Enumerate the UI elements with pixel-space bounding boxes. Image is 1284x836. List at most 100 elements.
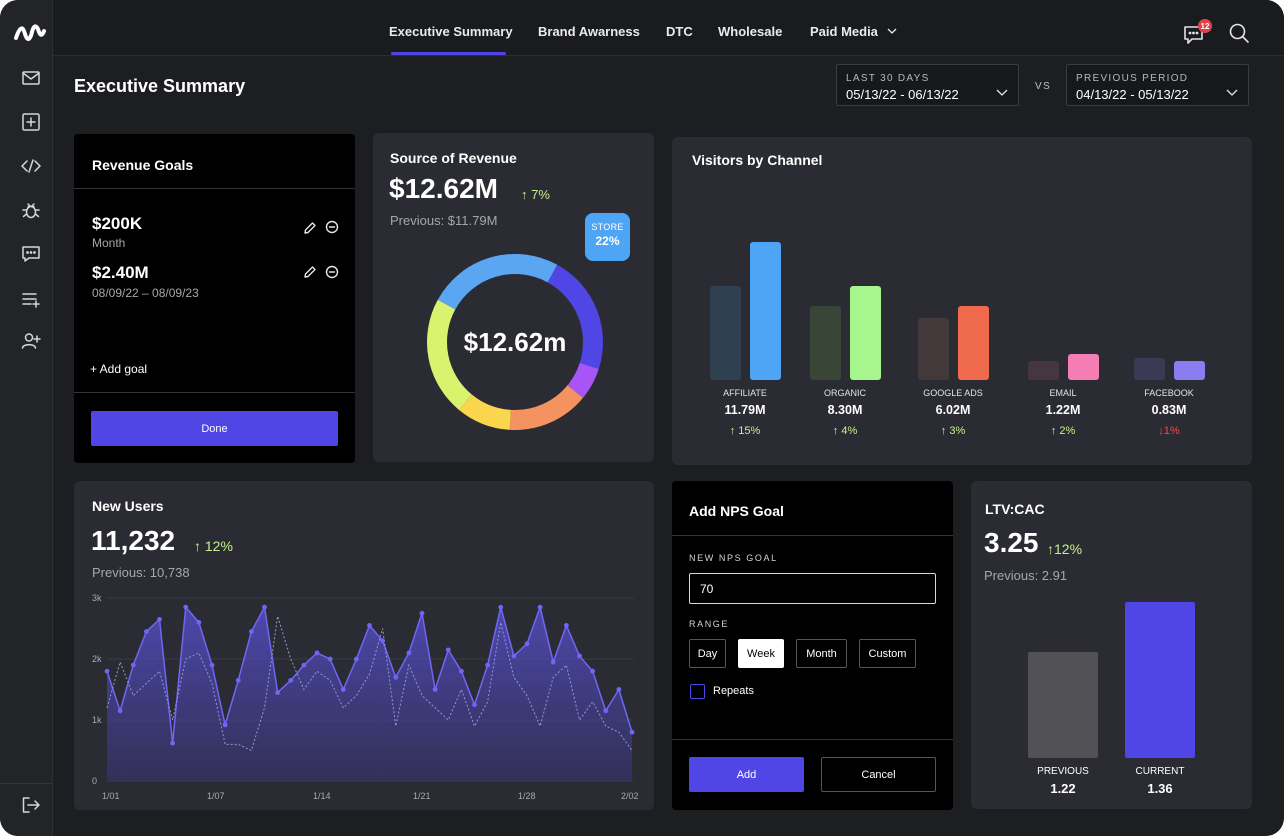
data-point[interactable] bbox=[590, 668, 596, 674]
search-icon[interactable] bbox=[1228, 22, 1250, 44]
chat-icon[interactable] bbox=[20, 243, 42, 265]
mail-icon[interactable] bbox=[20, 67, 42, 89]
cancel-button[interactable]: Cancel bbox=[821, 757, 936, 792]
channel-bar-previous[interactable] bbox=[710, 286, 741, 380]
donut-slice[interactable] bbox=[547, 264, 603, 369]
data-point[interactable] bbox=[485, 662, 491, 668]
done-button[interactable]: Done bbox=[91, 411, 338, 446]
edit-icon[interactable] bbox=[303, 221, 317, 235]
add-user-icon[interactable] bbox=[20, 330, 42, 352]
tab-dtc[interactable]: DTC bbox=[666, 24, 693, 39]
data-point[interactable] bbox=[380, 638, 386, 644]
data-point[interactable] bbox=[629, 729, 635, 735]
remove-icon[interactable] bbox=[325, 220, 339, 234]
data-point[interactable] bbox=[445, 647, 451, 653]
data-point[interactable] bbox=[393, 674, 399, 680]
data-point[interactable] bbox=[432, 687, 438, 692]
ltv-cac-bar[interactable] bbox=[1125, 602, 1195, 758]
remove-icon[interactable] bbox=[325, 265, 339, 279]
logout-icon[interactable] bbox=[20, 794, 42, 816]
data-point[interactable] bbox=[498, 604, 504, 610]
channel-bar-previous[interactable] bbox=[810, 306, 841, 380]
data-point[interactable] bbox=[104, 668, 110, 674]
channel-bar-current[interactable] bbox=[850, 286, 881, 380]
data-point[interactable] bbox=[117, 708, 123, 714]
data-point[interactable] bbox=[275, 690, 281, 695]
data-point[interactable] bbox=[419, 610, 425, 616]
data-point[interactable] bbox=[563, 623, 569, 628]
visitors-by-channel-card: Visitors by Channel AFFILIATE 11.79M ↑ 15%… bbox=[672, 137, 1252, 465]
current-range-value: 05/13/22 - 06/13/22 bbox=[846, 87, 959, 102]
donut-slice[interactable] bbox=[567, 362, 599, 398]
data-point[interactable] bbox=[288, 677, 294, 683]
data-point[interactable] bbox=[301, 662, 307, 668]
data-point[interactable] bbox=[248, 629, 254, 634]
data-point[interactable] bbox=[524, 641, 530, 647]
data-point[interactable] bbox=[367, 623, 372, 628]
previous-date-range-select[interactable]: PREVIOUS PERIOD 04/13/22 - 05/13/22 bbox=[1066, 64, 1249, 106]
donut-slice[interactable] bbox=[459, 394, 512, 430]
store-share-badge[interactable]: STORE 22% bbox=[585, 213, 630, 261]
data-point[interactable] bbox=[340, 687, 346, 692]
channel-bar-current[interactable] bbox=[958, 306, 989, 380]
divider bbox=[672, 739, 953, 740]
data-point[interactable] bbox=[353, 656, 359, 662]
channel-bar-current[interactable] bbox=[750, 242, 781, 380]
chevron-down-icon bbox=[1226, 89, 1238, 96]
data-point[interactable] bbox=[143, 629, 149, 634]
brand-logo-icon[interactable] bbox=[14, 22, 46, 42]
data-point[interactable] bbox=[262, 604, 267, 610]
add-square-icon[interactable] bbox=[20, 111, 42, 133]
data-point[interactable] bbox=[472, 702, 477, 708]
new-users-title: New Users bbox=[92, 498, 164, 514]
code-icon[interactable] bbox=[20, 155, 42, 177]
data-point[interactable] bbox=[616, 687, 622, 692]
donut-slice[interactable] bbox=[437, 254, 558, 310]
data-point[interactable] bbox=[577, 653, 582, 659]
channel-bar-previous[interactable] bbox=[1134, 358, 1165, 380]
data-point[interactable] bbox=[170, 740, 176, 746]
visitors-by-channel-title: Visitors by Channel bbox=[692, 152, 823, 168]
bug-icon[interactable] bbox=[20, 199, 42, 221]
range-custom-button[interactable]: Custom bbox=[859, 639, 916, 668]
revenue-goals-card: Revenue Goals $200K Month $2.40M 08/09/2… bbox=[74, 134, 355, 463]
add-goal-link[interactable]: + Add goal bbox=[90, 362, 148, 376]
ltv-cac-bar[interactable] bbox=[1028, 652, 1098, 758]
data-point[interactable] bbox=[130, 662, 136, 668]
range-week-button[interactable]: Week bbox=[738, 639, 784, 668]
data-point[interactable] bbox=[222, 722, 228, 728]
channel-bar-previous[interactable] bbox=[918, 318, 949, 380]
data-point[interactable] bbox=[550, 659, 556, 665]
channel-value: 1.22M bbox=[1045, 403, 1081, 417]
data-point[interactable] bbox=[235, 677, 241, 683]
data-point[interactable] bbox=[196, 620, 202, 625]
donut-slice[interactable] bbox=[509, 384, 583, 430]
range-day-button[interactable]: Day bbox=[689, 639, 726, 668]
data-point[interactable] bbox=[314, 650, 320, 656]
nps-goal-input[interactable] bbox=[689, 573, 936, 604]
tab-wholesale[interactable]: Wholesale bbox=[718, 24, 783, 39]
data-point[interactable] bbox=[603, 708, 609, 714]
channel-value: 0.83M bbox=[1151, 403, 1187, 417]
data-point[interactable] bbox=[406, 650, 412, 656]
repeats-checkbox[interactable] bbox=[690, 684, 705, 699]
range-month-button[interactable]: Month bbox=[796, 639, 847, 668]
edit-icon[interactable] bbox=[303, 265, 317, 279]
channel-bar-previous[interactable] bbox=[1028, 361, 1059, 380]
channel-bar-current[interactable] bbox=[1068, 354, 1099, 380]
donut-slice[interactable] bbox=[427, 299, 473, 410]
data-point[interactable] bbox=[327, 656, 333, 662]
data-point[interactable] bbox=[537, 604, 543, 610]
add-button[interactable]: Add bbox=[689, 757, 804, 792]
tab-executive-summary[interactable]: Executive Summary bbox=[389, 24, 513, 39]
data-point[interactable] bbox=[209, 662, 215, 668]
data-point[interactable] bbox=[183, 604, 189, 610]
channel-bar-current[interactable] bbox=[1174, 361, 1205, 380]
playlist-add-icon[interactable] bbox=[20, 288, 42, 310]
tab-brand-awareness[interactable]: Brand Awarness bbox=[538, 24, 640, 39]
data-point[interactable] bbox=[157, 616, 162, 622]
data-point[interactable] bbox=[511, 653, 517, 659]
data-point[interactable] bbox=[458, 668, 464, 674]
tab-paid-media[interactable]: Paid Media bbox=[810, 24, 897, 39]
current-date-range-select[interactable]: LAST 30 DAYS 05/13/22 - 06/13/22 bbox=[836, 64, 1019, 106]
